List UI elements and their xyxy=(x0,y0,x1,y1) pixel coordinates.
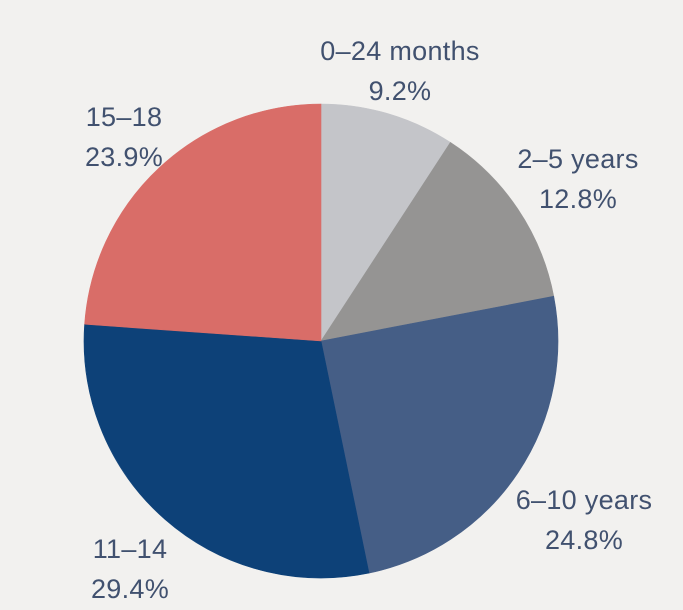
slice-label-6-10-years: 6–10 years 24.8% xyxy=(516,480,653,560)
slice-label-text: 0–24 months xyxy=(320,36,480,66)
slice-pct-text: 12.8% xyxy=(538,184,618,214)
pie-slice-15-18 xyxy=(84,103,322,342)
slice-label-text: 6–10 years xyxy=(515,485,653,515)
pie-slice-2-5-years xyxy=(320,142,555,342)
pie-slice-0-24-months xyxy=(320,103,451,343)
slice-label-15-18: 15–18 23.9% xyxy=(85,97,163,177)
slice-pct-text: 9.2% xyxy=(368,76,432,106)
slice-label-2-5-years: 2–5 years 12.8% xyxy=(517,139,638,219)
slice-label-0-24-months: 0–24 months 9.2% xyxy=(320,31,479,111)
slice-pct-text: 23.9% xyxy=(84,142,164,172)
slice-pct-text: 24.8% xyxy=(544,525,624,555)
slice-label-text: 15–18 xyxy=(85,102,163,132)
slice-pct-text: 29.4% xyxy=(90,574,170,604)
pie-slice-6-10-years xyxy=(320,295,559,574)
slice-label-text: 11–14 xyxy=(92,534,168,564)
pie-slice-11-14 xyxy=(83,323,370,579)
slice-label-11-14: 11–14 29.4% xyxy=(91,529,169,609)
slice-label-text: 2–5 years xyxy=(517,144,639,174)
